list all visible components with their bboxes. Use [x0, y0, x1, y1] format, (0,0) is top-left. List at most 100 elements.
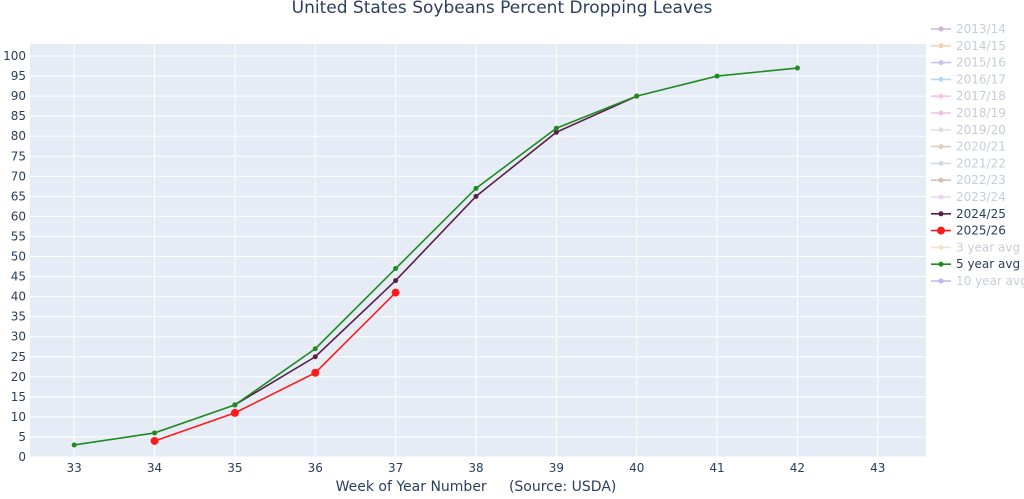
data-point[interactable] [71, 442, 77, 448]
legend-label: 2015/16 [956, 56, 1006, 70]
legend-label: 3 year avg [956, 240, 1020, 254]
legend-marker [938, 127, 944, 133]
y-tick-label: 30 [11, 330, 26, 344]
series-line [234, 95, 638, 406]
data-point[interactable] [714, 73, 720, 79]
legend-item[interactable]: 2025/26 [931, 224, 1006, 238]
y-tick-label: 5 [18, 430, 26, 444]
legend-item[interactable]: 3 year avg [931, 240, 1020, 254]
y-tick-label: 15 [11, 390, 26, 404]
legend-marker [938, 43, 944, 49]
y-tick-label: 70 [11, 169, 26, 183]
data-point[interactable] [473, 193, 479, 199]
y-tick-label: 65 [11, 189, 26, 203]
legend-item[interactable]: 2017/18 [931, 89, 1006, 103]
data-point[interactable] [393, 266, 399, 272]
legend-marker [937, 226, 945, 235]
series-2025-26 [150, 288, 400, 445]
legend-item[interactable]: 2014/15 [931, 39, 1006, 53]
legend-item[interactable]: 2021/22 [931, 156, 1006, 170]
x-tick-label: 33 [67, 461, 82, 475]
data-point[interactable] [473, 185, 479, 191]
series-line [74, 67, 798, 446]
data-point[interactable] [393, 278, 399, 284]
y-tick-label: 10 [11, 410, 26, 424]
legend-marker [938, 194, 944, 200]
legend-item[interactable]: 2024/25 [931, 207, 1006, 221]
x-axis-label: Week of Year Number (Source: USDA) [336, 479, 617, 495]
x-tick-label: 40 [629, 461, 644, 475]
x-axis-ticks: 33 34 35 36 37 38 39 40 41 42 43 [67, 461, 886, 475]
y-tick-label: 60 [11, 209, 26, 223]
legend-label: 2017/18 [956, 89, 1006, 103]
legend-label: 10 year avg [956, 274, 1024, 288]
legend-label: 2014/15 [956, 39, 1006, 53]
data-point[interactable] [230, 408, 239, 417]
y-tick-label: 25 [11, 350, 26, 364]
x-tick-label: 43 [870, 461, 885, 475]
plot-area [30, 44, 926, 457]
legend-marker [938, 261, 944, 267]
legend-marker [938, 60, 944, 66]
legend-item[interactable]: 2018/19 [931, 106, 1006, 120]
data-point[interactable] [311, 368, 320, 377]
legend-marker [938, 110, 944, 116]
x-tick-label: 37 [388, 461, 403, 475]
y-tick-label: 20 [11, 370, 26, 384]
legend-item[interactable]: 2015/16 [931, 56, 1006, 70]
data-point[interactable] [232, 402, 238, 408]
y-tick-label: 80 [11, 129, 26, 143]
legend-item[interactable]: 2016/17 [931, 72, 1006, 86]
legend-marker [938, 160, 944, 166]
y-tick-label: 0 [18, 450, 26, 464]
legend-label: 2016/17 [956, 72, 1006, 86]
data-point[interactable] [150, 436, 159, 445]
y-tick-label: 85 [11, 109, 26, 123]
legend-label: 2024/25 [956, 207, 1006, 221]
legend-item[interactable]: 2013/14 [931, 22, 1006, 36]
y-tick-label: 90 [11, 89, 26, 103]
legend-label: 2025/26 [956, 224, 1006, 238]
x-tick-label: 35 [227, 461, 242, 475]
y-tick-label: 100 [3, 49, 26, 63]
x-tick-label: 38 [468, 461, 483, 475]
x-tick-label: 36 [308, 461, 323, 475]
y-axis-ticks: 0 5 10 15 20 25 30 35 40 45 50 55 60 65 70 75 80 85 90 95 10… [3, 49, 26, 464]
legend-item[interactable]: 2023/24 [931, 190, 1006, 204]
data-point[interactable] [312, 354, 318, 360]
data-point[interactable] [312, 346, 318, 352]
legend-item[interactable]: 2019/20 [931, 123, 1006, 137]
legend-marker [938, 177, 944, 183]
data-point[interactable] [634, 93, 640, 99]
data-point[interactable] [152, 430, 158, 436]
legend-label: 2013/14 [956, 22, 1006, 36]
x-tick-label: 42 [790, 461, 805, 475]
legend: 2013/14 2014/15 2015/16 2016/17 2017/18 2018/… [931, 22, 1024, 288]
legend-marker [938, 76, 944, 82]
chart-title: United States Soybeans Percent Dropping … [292, 0, 713, 18]
x-tick-label: 41 [709, 461, 724, 475]
legend-label: 2023/24 [956, 190, 1006, 204]
legend-item[interactable]: 5 year avg [931, 257, 1020, 271]
legend-item[interactable]: 10 year avg [931, 274, 1024, 288]
legend-label: 2022/23 [956, 173, 1006, 187]
data-point[interactable] [553, 125, 559, 131]
legend-marker [938, 211, 944, 217]
legend-marker [938, 244, 944, 250]
data-point[interactable] [553, 129, 559, 135]
legend-label: 2018/19 [956, 106, 1006, 120]
legend-marker [938, 93, 944, 99]
legend-marker [938, 26, 944, 32]
legend-label: 5 year avg [956, 257, 1020, 271]
x-tick-label: 34 [147, 461, 162, 475]
legend-marker [938, 144, 944, 150]
legend-label: 2019/20 [956, 123, 1006, 137]
legend-item[interactable]: 2022/23 [931, 173, 1006, 187]
y-tick-label: 55 [11, 229, 26, 243]
data-point[interactable] [794, 65, 800, 71]
y-tick-label: 75 [11, 149, 26, 163]
legend-item[interactable]: 2020/21 [931, 140, 1006, 154]
series-line [154, 292, 397, 442]
legend-marker [938, 278, 944, 284]
data-point[interactable] [391, 288, 400, 297]
